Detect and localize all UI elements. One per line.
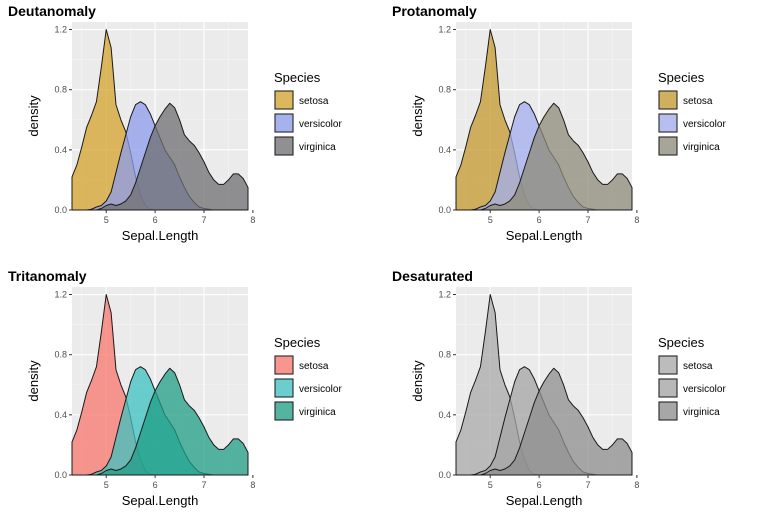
legend-title: Species — [274, 335, 321, 350]
legend-label-versicolor: versicolor — [683, 119, 726, 130]
x-tick-label: 8 — [250, 215, 255, 225]
legend-key-virginica — [658, 136, 678, 156]
y-axis-title: density — [26, 360, 41, 402]
y-tick-label: 1.2 — [54, 25, 67, 35]
panel-1: Deutanomaly 5 6 7 8 0.0 0.4 0.8 1.2 Sepal.Length d… — [8, 3, 342, 243]
panel-3: Tritanomaly 5 6 7 8 0.0 0.4 0.8 1.2 Sepal.Length d… — [8, 268, 342, 508]
legend-key-versicolor — [658, 113, 678, 133]
x-tick-label: 8 — [634, 215, 639, 225]
x-tick-label: 5 — [104, 480, 109, 490]
x-tick-label: 7 — [201, 215, 206, 225]
legend-key-setosa — [274, 355, 294, 375]
density-area-virginica — [71, 367, 249, 476]
legend-label-versicolor: versicolor — [683, 384, 726, 395]
y-axis-title: density — [26, 95, 41, 137]
panel-4: Desaturated 5 6 7 8 0.0 0.4 0.8 1.2 Sepal.Length d… — [392, 268, 726, 508]
legend-label-setosa: setosa — [299, 361, 329, 372]
y-tick-label: 0.4 — [438, 145, 451, 155]
x-axis-title: Sepal.Length — [506, 493, 583, 508]
y-tick-label: 1.2 — [438, 25, 451, 35]
legend-key-setosa — [274, 90, 294, 110]
y-tick-label: 1.2 — [438, 290, 451, 300]
panel-title: Deutanomaly — [8, 3, 96, 19]
legend-title: Species — [274, 70, 321, 85]
density-area-virginica — [71, 102, 249, 211]
x-tick-label: 8 — [250, 480, 255, 490]
x-axis-title: Sepal.Length — [506, 228, 583, 243]
y-tick-label: 0.0 — [54, 470, 67, 480]
y-axis-title: density — [410, 95, 425, 137]
y-tick-label: 0.8 — [438, 85, 451, 95]
y-tick-label: 1.2 — [54, 290, 67, 300]
legend-label-setosa: setosa — [299, 96, 329, 107]
legend-key-versicolor — [658, 378, 678, 398]
y-tick-label: 0.4 — [54, 145, 67, 155]
panel-2: Protanomaly 5 6 7 8 0.0 0.4 0.8 1.2 Sepal.Length d… — [392, 3, 726, 243]
legend-key-versicolor — [274, 113, 294, 133]
legend-label-virginica: virginica — [299, 407, 336, 418]
x-tick-label: 6 — [153, 480, 158, 490]
panel-title: Protanomaly — [392, 3, 477, 19]
legend-title: Species — [658, 70, 705, 85]
y-tick-label: 0.4 — [54, 410, 67, 420]
legend-key-setosa — [658, 355, 678, 375]
panel-title: Tritanomaly — [8, 268, 87, 284]
legend-key-versicolor — [274, 378, 294, 398]
y-tick-label: 0.4 — [438, 410, 451, 420]
legend-key-setosa — [658, 90, 678, 110]
y-axis-title: density — [410, 360, 425, 402]
x-tick-label: 8 — [634, 480, 639, 490]
legend-label-virginica: virginica — [299, 142, 336, 153]
x-tick-label: 7 — [201, 480, 206, 490]
legend-key-virginica — [274, 136, 294, 156]
x-tick-label: 5 — [104, 215, 109, 225]
y-tick-label: 0.0 — [438, 470, 451, 480]
legend-label-setosa: setosa — [683, 96, 713, 107]
x-tick-label: 7 — [585, 480, 590, 490]
x-tick-label: 7 — [585, 215, 590, 225]
y-tick-label: 0.0 — [54, 205, 67, 215]
density-area-virginica — [455, 102, 633, 211]
legend-label-virginica: virginica — [683, 142, 720, 153]
legend-key-virginica — [658, 401, 678, 421]
legend-key-virginica — [274, 401, 294, 421]
x-axis-title: Sepal.Length — [122, 228, 199, 243]
x-tick-label: 6 — [537, 215, 542, 225]
panel-title: Desaturated — [392, 268, 473, 284]
x-axis-title: Sepal.Length — [122, 493, 199, 508]
legend-label-versicolor: versicolor — [299, 119, 342, 130]
y-tick-label: 0.8 — [54, 350, 67, 360]
legend-label-setosa: setosa — [683, 361, 713, 372]
y-tick-label: 0.8 — [438, 350, 451, 360]
x-tick-label: 6 — [537, 480, 542, 490]
legend-title: Species — [658, 335, 705, 350]
x-tick-label: 5 — [488, 215, 493, 225]
y-tick-label: 0.8 — [54, 85, 67, 95]
y-tick-label: 0.0 — [438, 205, 451, 215]
legend-label-versicolor: versicolor — [299, 384, 342, 395]
legend-label-virginica: virginica — [683, 407, 720, 418]
x-tick-label: 5 — [488, 480, 493, 490]
x-tick-label: 6 — [153, 215, 158, 225]
density-area-virginica — [455, 367, 633, 476]
